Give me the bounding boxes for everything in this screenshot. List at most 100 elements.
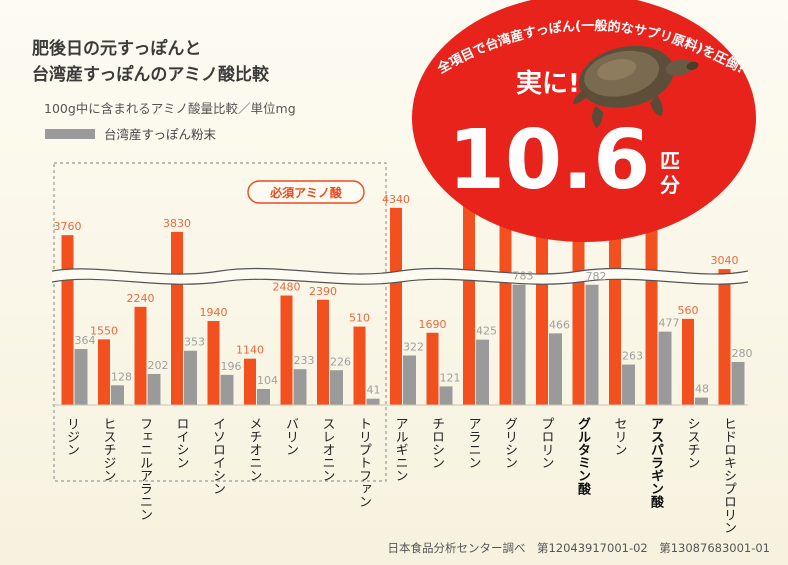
axis-break-line-top: [51, 267, 749, 275]
bar-grey: [512, 284, 526, 405]
x-tick-label: セリン: [612, 417, 628, 456]
bar-grey: [330, 370, 343, 405]
callout-unit-top: 匹: [660, 149, 680, 173]
data-label-grey: 783: [513, 270, 534, 283]
callout: 全項目で台湾産すっぽん(一般的なサプリ原料)を圧倒! 実に! 10.6 匹 分: [412, 0, 756, 242]
x-tick-label: アスパラギン酸: [648, 417, 664, 509]
bar-grey: [184, 350, 197, 405]
bar-grey: [220, 374, 234, 405]
bar-grey: [293, 369, 307, 405]
bar-grey: [476, 339, 489, 405]
essential-group-frame: [53, 162, 387, 482]
data-label-red: 1550: [90, 324, 118, 337]
data-label-red: 3830: [163, 217, 191, 230]
source-note: 日本食品分析センター調べ 第12043917001-02 第1308768300…: [387, 541, 770, 555]
x-tick-label: アルギニン: [393, 417, 408, 482]
essential-badge-label: 必須アミノ酸: [269, 185, 343, 200]
bar-red: [718, 269, 731, 405]
callout-number: 10.6: [448, 113, 650, 208]
bar-red: [426, 332, 439, 405]
data-label-red: 2390: [309, 285, 337, 298]
x-tick-label: リジン: [64, 417, 79, 456]
turtle-illustration: [572, 45, 699, 129]
data-label-red: 1690: [419, 318, 447, 331]
data-label-grey: 280: [732, 347, 753, 360]
data-label-red: 1940: [200, 306, 228, 319]
bar-grey: [403, 355, 416, 405]
x-tick-label: アラニン: [466, 417, 481, 469]
x-tick-label: スレオニン: [320, 417, 335, 482]
chart-title-line1: 肥後日の元すっぽんと: [32, 38, 201, 59]
axis-break-line-bottom: [51, 278, 749, 285]
bar-red: [98, 339, 110, 405]
data-label-red: 560: [678, 304, 699, 317]
data-label-grey: 41: [367, 384, 381, 397]
data-label-grey: 128: [111, 370, 132, 383]
x-tick-label: プロリン: [539, 417, 554, 469]
x-tick-label: フェニルアラニン: [137, 417, 152, 521]
bar-red: [682, 318, 694, 405]
bar-grey: [111, 385, 124, 405]
bar-grey: [585, 284, 599, 405]
callout-unit-bottom: 分: [660, 173, 680, 197]
x-tick-label: グリシン: [502, 417, 518, 469]
bar-red: [171, 231, 183, 405]
x-tick-label: トリプトファン: [356, 417, 371, 508]
legend-label: 台湾産すっぽん粉末: [104, 127, 217, 142]
bar-grey: [731, 361, 745, 405]
bars-layer: [61, 150, 745, 405]
chart-subtitle: 100g中に含まれるアミノ酸量比較／単位mg: [44, 101, 296, 116]
bar-red: [244, 358, 256, 405]
labels-layer: 3760 364 リジン 1550 128 ヒスチジン 2240 202 フェニルアラニン 383…: [54, 193, 753, 534]
bar-grey: [366, 398, 380, 405]
callout-lead: 実に!: [516, 68, 580, 99]
x-tick-label: ヒスチジン: [101, 417, 116, 482]
bar-red: [390, 207, 402, 405]
data-label-grey: 233: [294, 354, 315, 367]
data-label-grey: 202: [148, 359, 169, 372]
data-label-grey: 425: [476, 325, 497, 338]
essential-badge: [247, 180, 365, 204]
data-label-grey: 196: [221, 360, 242, 373]
data-label-grey: 782: [586, 270, 607, 283]
bar-grey: [658, 331, 672, 405]
data-label-grey: 353: [184, 336, 205, 349]
data-label-grey: 322: [403, 340, 424, 353]
data-label-red: 4340: [382, 193, 410, 206]
bar-grey: [257, 389, 270, 405]
data-label-grey: 477: [659, 317, 680, 330]
bar-red: [207, 320, 220, 405]
data-label-grey: 48: [695, 383, 709, 396]
bar-grey: [147, 373, 161, 405]
bar-grey: [439, 386, 453, 405]
bar-red: [317, 299, 329, 405]
data-label-red: 2480: [273, 281, 301, 294]
data-label-red: 1140: [236, 344, 264, 357]
bar-red: [280, 295, 293, 405]
data-label-grey: 364: [75, 334, 96, 347]
x-tick-label: シスチン: [685, 417, 700, 469]
bar-red: [61, 235, 74, 405]
data-label-grey: 104: [257, 374, 278, 387]
x-tick-label: ロイシン: [174, 417, 189, 469]
x-tick-label: メチオニン: [247, 417, 262, 482]
x-tick-label: チロシン: [429, 417, 444, 469]
data-label-red: 2240: [127, 292, 155, 305]
data-label-red: 510: [349, 312, 370, 325]
x-tick-label: イソロイシン: [210, 417, 225, 495]
bar-grey: [74, 349, 88, 405]
x-tick-label: ヒドロキシプロリン: [721, 417, 736, 534]
bar-red: [353, 326, 366, 405]
bar-grey: [622, 364, 635, 405]
chart-title-line2: 台湾産すっぽんのアミノ酸比較: [32, 64, 270, 85]
data-label-grey: 466: [549, 318, 570, 331]
data-label-grey: 121: [440, 371, 461, 384]
data-label-red: 3760: [54, 220, 82, 233]
data-label-grey: 226: [330, 355, 351, 368]
data-label-red: 3040: [711, 254, 739, 267]
bar-grey: [695, 397, 708, 405]
x-tick-label: バリン: [283, 417, 299, 456]
x-tick-label: グルタミン酸: [575, 416, 591, 496]
